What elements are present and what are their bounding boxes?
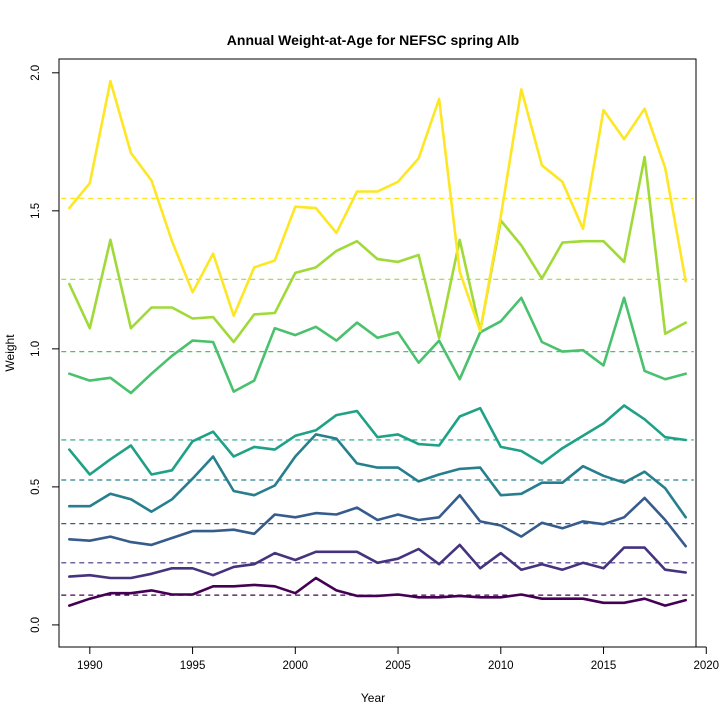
x-tick-label: 1995: [180, 660, 206, 672]
x-tick-label: 1990: [77, 660, 103, 672]
series-line-8: [68, 79, 688, 333]
chart-title: Annual Weight-at-Age for NEFSC spring Al…: [227, 32, 519, 48]
y-tick-label: 1.5: [30, 203, 42, 219]
y-axis: 0.0 0.5 1.0 1.5 2.0: [30, 65, 60, 633]
series-line-5: [68, 404, 688, 476]
y-tick-label: 0.5: [30, 479, 42, 495]
series-lines: [61, 79, 694, 607]
x-axis-label: Year: [361, 691, 385, 705]
series-line-2: [68, 543, 688, 580]
series-line-7: [68, 155, 688, 344]
y-tick-label: 1.0: [30, 341, 42, 357]
x-tick-label: 2010: [488, 660, 514, 672]
series-line-3: [68, 493, 688, 548]
x-tick-label: 2015: [591, 660, 617, 672]
x-axis: 1990 1995 2000 2005 2010 2015 2020: [77, 646, 719, 672]
y-tick-label: 0.0: [30, 617, 42, 633]
series-line-1: [68, 576, 688, 607]
series-line-6: [68, 296, 688, 395]
x-tick-label: 2000: [283, 660, 309, 672]
y-axis-label: Weight: [3, 334, 17, 372]
y-tick-label: 2.0: [30, 65, 42, 81]
series-line-4: [68, 433, 688, 519]
x-tick-label: 2020: [693, 660, 719, 672]
x-tick-label: 2005: [385, 660, 411, 672]
